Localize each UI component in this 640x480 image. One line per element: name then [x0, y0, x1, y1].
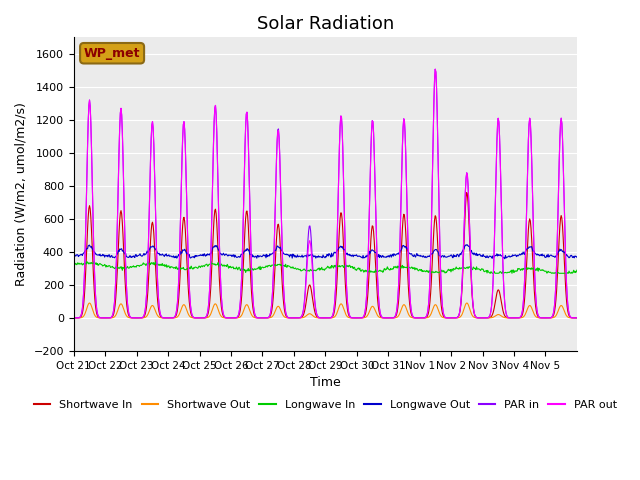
Longwave Out: [129, 254, 137, 260]
Line: Shortwave Out: Shortwave Out: [74, 303, 577, 318]
Shortwave Out: [222, 315, 230, 321]
PAR out: [377, 312, 385, 318]
X-axis label: Time: Time: [310, 376, 340, 389]
PAR out: [246, 219, 254, 225]
PAR in: [431, 66, 439, 72]
PAR in: [266, 313, 273, 319]
Shortwave In: [246, 265, 254, 271]
Longwave In: [70, 262, 77, 267]
PAR in: [221, 314, 229, 320]
Longwave Out: [501, 256, 509, 262]
PAR in: [378, 313, 385, 319]
Line: Longwave In: Longwave In: [74, 262, 577, 273]
Longwave Out: [70, 253, 77, 259]
Shortwave Out: [130, 315, 138, 321]
Shortwave Out: [573, 315, 580, 321]
PAR out: [405, 274, 413, 279]
PAR in: [573, 315, 580, 321]
Shortwave Out: [86, 300, 93, 306]
PAR out: [221, 315, 229, 321]
Shortwave In: [129, 315, 137, 321]
Shortwave In: [70, 315, 77, 321]
PAR in: [246, 219, 254, 225]
PAR in: [129, 315, 137, 321]
Title: Solar Radiation: Solar Radiation: [257, 15, 394, 33]
Shortwave Out: [510, 315, 518, 321]
Y-axis label: Radiation (W/m2, umol/m2/s): Radiation (W/m2, umol/m2/s): [15, 102, 28, 286]
Longwave Out: [573, 254, 580, 260]
Longwave Out: [405, 250, 413, 256]
Line: PAR out: PAR out: [74, 69, 577, 318]
Line: PAR in: PAR in: [74, 69, 577, 318]
PAR out: [129, 315, 137, 321]
Longwave Out: [377, 252, 385, 258]
Longwave In: [266, 263, 274, 268]
Shortwave Out: [406, 313, 413, 319]
Longwave Out: [462, 242, 470, 248]
Shortwave In: [573, 315, 580, 321]
Shortwave Out: [247, 311, 255, 316]
Longwave In: [406, 264, 413, 270]
Shortwave In: [266, 314, 273, 320]
Longwave In: [247, 265, 255, 271]
PAR in: [406, 288, 413, 294]
Longwave In: [427, 270, 435, 276]
PAR in: [291, 315, 298, 321]
Longwave In: [222, 263, 230, 269]
Shortwave In: [405, 293, 413, 299]
Shortwave In: [377, 313, 385, 319]
Shortwave In: [463, 190, 470, 195]
Legend: Shortwave In, Shortwave Out, Longwave In, Longwave Out, PAR in, PAR out: Shortwave In, Shortwave Out, Longwave In…: [29, 396, 621, 414]
Shortwave Out: [266, 315, 274, 321]
PAR out: [70, 315, 77, 321]
PAR out: [573, 315, 580, 321]
Longwave Out: [221, 252, 229, 257]
PAR out: [266, 313, 273, 319]
Longwave In: [378, 268, 385, 274]
Shortwave In: [221, 315, 229, 321]
Longwave Out: [266, 253, 273, 259]
Longwave In: [573, 267, 580, 273]
Shortwave Out: [378, 315, 385, 321]
PAR out: [431, 66, 439, 72]
Longwave Out: [246, 252, 254, 258]
Shortwave In: [510, 315, 518, 321]
Line: Shortwave In: Shortwave In: [74, 192, 577, 318]
Shortwave Out: [70, 315, 77, 321]
Longwave In: [207, 259, 214, 264]
Longwave In: [129, 264, 137, 270]
Line: Longwave Out: Longwave Out: [74, 245, 577, 259]
PAR in: [70, 315, 77, 321]
Text: WP_met: WP_met: [84, 47, 140, 60]
